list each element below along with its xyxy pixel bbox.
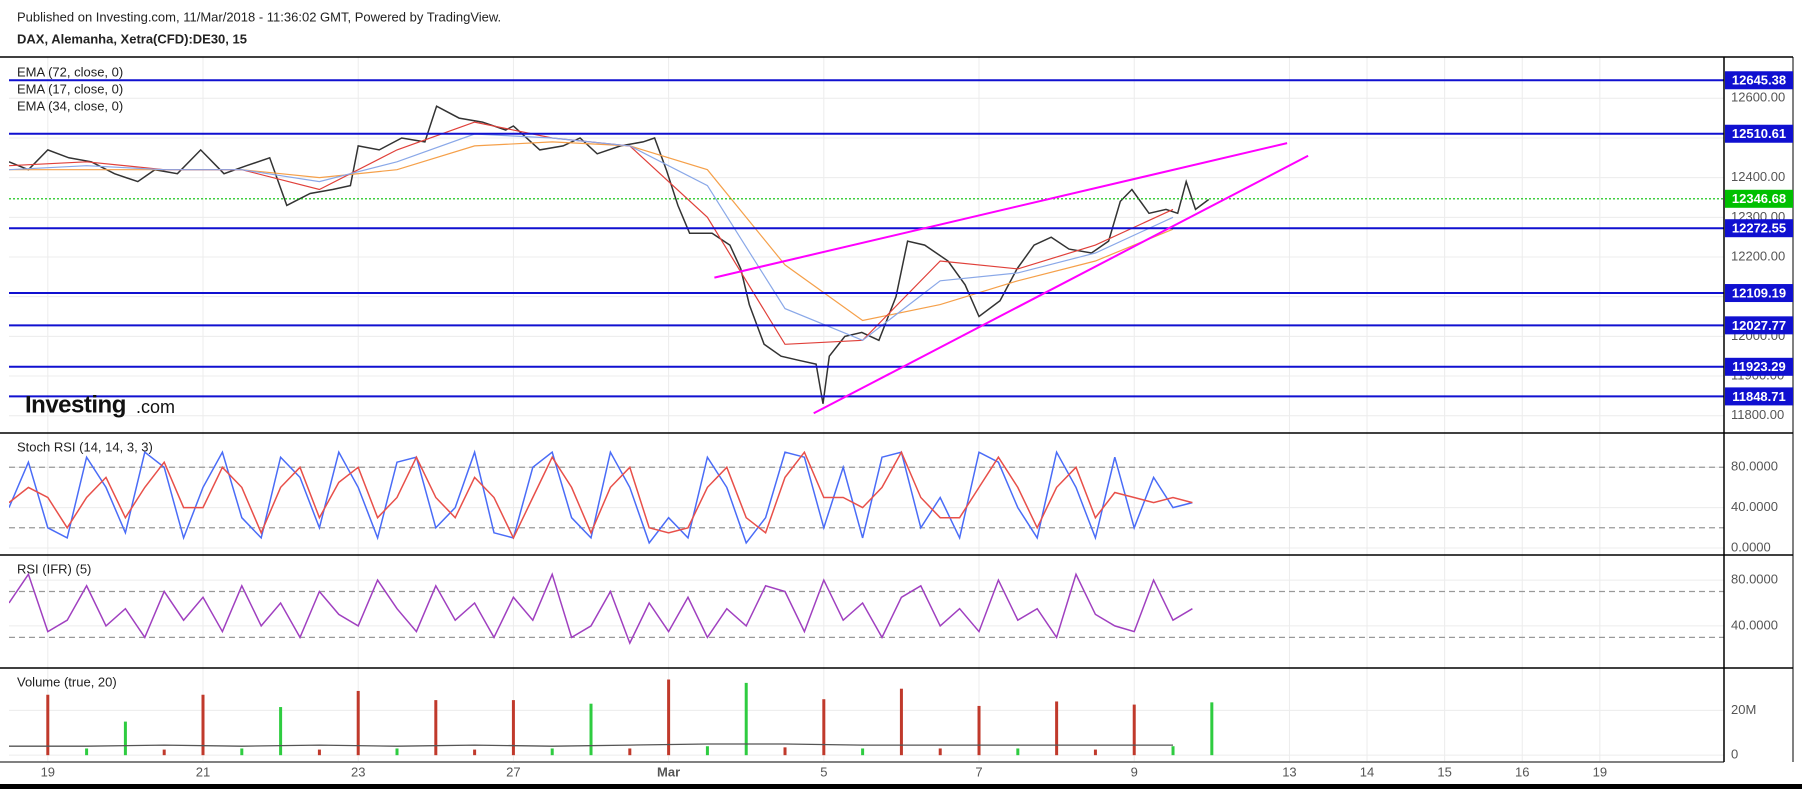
volume-bar (628, 748, 632, 756)
x-tick-label: 23 (351, 764, 365, 779)
x-tick-label: 21 (196, 764, 210, 779)
x-tick-label: 16 (1515, 764, 1529, 779)
volume-ma-line (9, 743, 1173, 747)
x-tick-label: 14 (1360, 764, 1374, 779)
volume-bar (434, 700, 438, 756)
legend-entry: EMA (34, close, 0) (17, 98, 123, 113)
y-tick-label: 12400.00 (1731, 169, 1785, 184)
level-label-box (1725, 387, 1793, 406)
volume-bar (667, 679, 671, 756)
series-line (9, 449, 1193, 545)
symbol-title: DAX, Alemanha, Xetra(CFD):DE30, 15 (17, 31, 247, 46)
volume-bar (279, 707, 283, 756)
label-layer: Investing .com 19 21 23 27 Mar 5 7 9 13 14 15 16 19 1… (17, 64, 1793, 779)
pane-title: RSI (IFR) (5) (17, 561, 91, 576)
level-label: 11923.29 (1732, 359, 1786, 374)
legend-entry: EMA (17, close, 0) (17, 81, 123, 96)
y-tick-label: 80.0000 (1731, 572, 1778, 587)
volume-bar (511, 700, 515, 756)
volume-bar (744, 682, 748, 756)
ema-line (9, 133, 1174, 341)
volume-bar (85, 748, 89, 756)
volume-bar (1210, 702, 1214, 756)
x-tick-label: 13 (1282, 764, 1296, 779)
volume-bar (589, 703, 593, 756)
x-tick-label: 5 (820, 764, 827, 779)
published-note: Published on Investing.com, 11/Mar/2018 … (17, 9, 501, 24)
grid-layer (9, 57, 1724, 761)
volume-bar (977, 705, 981, 756)
level-label-box (1725, 124, 1793, 143)
data-layer (9, 79, 1724, 756)
volume-bar (550, 748, 554, 756)
volume-bar (123, 721, 127, 756)
volume-bar (395, 748, 399, 756)
volume-bar (317, 749, 321, 756)
y-tick-label: 12600.00 (1731, 90, 1785, 105)
level-label: 12027.77 (1732, 318, 1786, 333)
volume-bar (240, 748, 244, 756)
level-label-box (1725, 357, 1793, 376)
x-tick-label: 27 (506, 764, 520, 779)
volume-bar (1171, 746, 1175, 756)
pane-title: Stoch RSI (14, 14, 3, 3) (17, 439, 153, 454)
y-tick-label: 80.0000 (1731, 459, 1778, 474)
volume-bar (1055, 701, 1059, 756)
volume-bar (1132, 704, 1136, 756)
volume-bar (705, 746, 709, 756)
volume-bar (162, 749, 166, 756)
volume-bar (822, 699, 826, 756)
logo: Investing (25, 391, 126, 418)
level-label-box (1725, 219, 1793, 238)
x-tick-label: 15 (1437, 764, 1451, 779)
x-tick-label: 9 (1131, 764, 1138, 779)
pane-title: Volume (true, 20) (17, 674, 117, 689)
y-tick-label: 0.0000 (1731, 539, 1771, 554)
y-tick-label: 40.0000 (1731, 499, 1778, 514)
series-line (9, 105, 1210, 404)
level-label: 12109.19 (1732, 285, 1786, 300)
y-tick-label: 11800.00 (1731, 407, 1784, 422)
series-line (9, 572, 1193, 646)
level-label: 12272.55 (1732, 221, 1786, 236)
trendline (813, 154, 1309, 415)
level-label-box (1725, 316, 1793, 335)
volume-bar (356, 690, 360, 756)
y-tick-label: 0 (1731, 747, 1738, 762)
last-price-box (1725, 189, 1793, 208)
x-tick-label: Mar (657, 764, 680, 779)
x-tick-label: 7 (975, 764, 982, 779)
y-tick-label: 20M (1731, 702, 1756, 717)
volume-bar (783, 747, 787, 756)
volume-bar (1016, 748, 1020, 756)
level-label: 12645.38 (1732, 73, 1786, 88)
bottom-bar (0, 784, 1802, 789)
frame-layer (0, 56, 1802, 789)
legend-entry: EMA (72, close, 0) (17, 64, 123, 79)
volume-bar (473, 749, 477, 756)
volume-bar (46, 694, 50, 756)
volume-bar (201, 694, 205, 756)
level-label: 11848.71 (1732, 389, 1786, 404)
trendline (714, 142, 1288, 279)
series-line (9, 450, 1193, 540)
volume-bar (899, 688, 903, 756)
volume-bar (1093, 749, 1097, 756)
last-price-label: 12346.68 (1732, 191, 1786, 206)
level-label: 12510.61 (1732, 126, 1786, 141)
volume-bar (861, 748, 865, 756)
y-tick-label: 40.0000 (1731, 617, 1778, 632)
logo-suffix: .com (136, 397, 175, 417)
volume-bar (938, 748, 942, 756)
x-tick-label: 19 (1593, 764, 1607, 779)
x-tick-label: 19 (41, 764, 55, 779)
level-label-box (1725, 71, 1793, 90)
level-label-box (1725, 284, 1793, 303)
y-tick-label: 12200.00 (1731, 248, 1785, 263)
